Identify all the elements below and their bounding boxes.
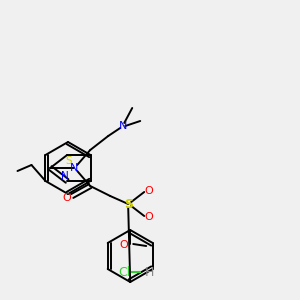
Text: O: O — [120, 240, 129, 250]
Text: S: S — [124, 197, 133, 211]
Text: S: S — [66, 156, 72, 166]
Text: O: O — [145, 186, 154, 196]
Text: N: N — [119, 121, 128, 131]
Text: O: O — [63, 193, 72, 203]
Text: O: O — [145, 212, 154, 222]
Text: N: N — [61, 171, 69, 181]
Text: Cl: Cl — [118, 266, 130, 278]
Text: N: N — [70, 163, 78, 173]
Text: H: H — [145, 266, 154, 278]
